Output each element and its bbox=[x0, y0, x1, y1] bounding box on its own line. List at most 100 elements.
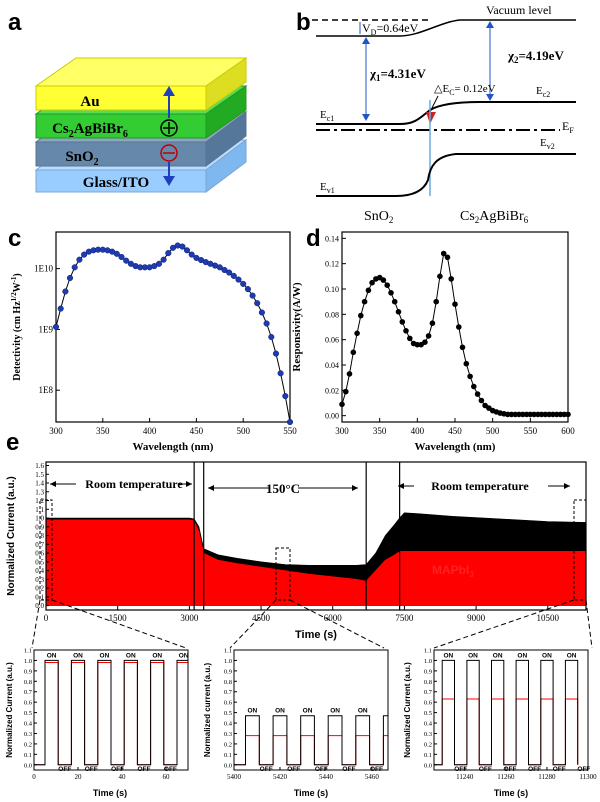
on-label: ON bbox=[358, 708, 368, 715]
d-point bbox=[474, 391, 481, 397]
e-ytick-label: 1.4 bbox=[35, 480, 44, 488]
inset-3-ytick-label: 0.9 bbox=[424, 668, 432, 675]
c-point bbox=[76, 256, 83, 263]
d-ytick-label: 0.00 bbox=[325, 412, 339, 421]
inset-2-ytick-label: 0.1 bbox=[224, 752, 232, 759]
d-point bbox=[407, 335, 413, 342]
inset-1-ytick-label: 1.1 bbox=[24, 648, 32, 655]
inset-3-xtick-label: 11260 bbox=[497, 773, 515, 781]
off-label: OFF bbox=[164, 766, 177, 773]
d-point bbox=[391, 298, 398, 305]
inset-1-ytick-label: 0.6 bbox=[24, 700, 33, 707]
inset-3-xtick-label: 11300 bbox=[579, 773, 597, 781]
d-xtick-label: 350 bbox=[373, 426, 387, 436]
room-temp-1-label: Room temperature bbox=[85, 477, 183, 491]
c-point bbox=[52, 323, 60, 330]
e-xtick-label: 3000 bbox=[180, 613, 199, 623]
e-ytick-label: 0.0 bbox=[35, 602, 44, 610]
electron-arrowhead bbox=[163, 176, 175, 186]
d-point bbox=[384, 282, 391, 289]
room-temp-2-label: Room temperature bbox=[431, 479, 529, 493]
chart-c-frame bbox=[55, 231, 291, 423]
inset-2-ytick-label: 0.9 bbox=[224, 668, 232, 675]
c-xtick-label: 550 bbox=[283, 426, 297, 436]
ec1-label: Ec1 bbox=[320, 109, 334, 123]
panel-a: a Glass/ITO SnO2 Cs2AgBiBr6 Au bbox=[8, 9, 248, 193]
d-xtick-label: 400 bbox=[411, 426, 425, 436]
chi1-label: χ1=4.31eV bbox=[369, 66, 426, 83]
chart-c-xlabel: Wavelength (nm) bbox=[133, 441, 214, 453]
chart-e-ylabel: Normalized Current (a.u.) bbox=[6, 476, 17, 595]
d-ytick-label: 0.02 bbox=[325, 386, 339, 395]
au-label: Au bbox=[80, 94, 99, 110]
off-label: OFF bbox=[85, 766, 98, 773]
off-label: OFF bbox=[528, 766, 541, 773]
e-xtick-label: 10500 bbox=[537, 613, 560, 623]
zoom-box-3 bbox=[573, 499, 587, 601]
inset-2-series-mapbi3 bbox=[234, 735, 388, 766]
e-ytick-label: 0.7 bbox=[35, 541, 44, 549]
c-point bbox=[118, 253, 125, 261]
c-point bbox=[230, 272, 237, 279]
e-xtick-label: 1500 bbox=[109, 613, 128, 623]
inset-1-frame bbox=[33, 649, 189, 771]
d-ytick-label: 0.06 bbox=[325, 336, 339, 345]
d-point bbox=[380, 277, 387, 283]
c-point bbox=[240, 280, 247, 287]
inset-1: ON OFF ON OFF ON OFF ON OFF ON OFF ON 0 20 40 60 0.0 0.1… bbox=[5, 648, 189, 799]
c-ytick-label: 1E9 bbox=[39, 324, 54, 334]
d-point bbox=[448, 276, 455, 282]
off-label: OFF bbox=[287, 766, 300, 773]
off-label: OFF bbox=[315, 766, 328, 773]
inset-3-ylabel: Normalized Current (a.u.) bbox=[403, 662, 412, 758]
c-point bbox=[165, 250, 172, 257]
e-ytick-label: 1.5 bbox=[35, 471, 44, 479]
inset-1-xtick-label: 20 bbox=[75, 773, 83, 781]
c-point bbox=[268, 333, 275, 341]
d-point bbox=[463, 360, 470, 367]
e-ytick-label: 1.6 bbox=[35, 462, 44, 470]
inset-3-ytick-label: 0.5 bbox=[424, 710, 432, 717]
d-point bbox=[358, 312, 364, 319]
panel-b: b Vacuum level VD=0.64eV χ1=4.31eV χ2=4.… bbox=[296, 3, 576, 225]
perovskite-label: Cs2AgBiBr6 bbox=[52, 121, 128, 140]
inset-2-xtick-label: 5400 bbox=[227, 773, 242, 781]
c-point bbox=[277, 370, 284, 377]
d-point bbox=[437, 273, 443, 280]
d-point bbox=[433, 298, 440, 305]
c-point bbox=[226, 269, 233, 276]
hot-label: 150°C bbox=[266, 481, 300, 496]
c-point bbox=[71, 264, 78, 271]
inset-2-ylabel: Normalized current (a.u.) bbox=[203, 663, 212, 758]
panel-a-letter: a bbox=[8, 9, 22, 36]
d-point bbox=[440, 250, 447, 257]
on-label: ON bbox=[126, 652, 136, 659]
d-point bbox=[429, 320, 436, 327]
chart-c-ylabel: Detectivity (cm Hz1/2W-1) bbox=[10, 273, 23, 381]
inset-3-ytick-label: 0.0 bbox=[424, 762, 432, 769]
inset-2-xtick-label: 5420 bbox=[273, 773, 288, 781]
c-point bbox=[155, 260, 163, 267]
inset-2-ytick-label: 0.3 bbox=[224, 731, 232, 738]
inset-2-ytick-label: 0.8 bbox=[224, 679, 232, 686]
on-label: ON bbox=[47, 652, 57, 659]
panel-b-letter: b bbox=[296, 9, 311, 36]
inset-3-ytick-label: 0.2 bbox=[424, 741, 432, 748]
e-xtick-label: 9000 bbox=[467, 613, 486, 623]
inset-2-ytick-label: 1.1 bbox=[224, 648, 232, 655]
inset-2-series-cs2agbibr6 bbox=[234, 715, 388, 766]
d-xtick-label: 600 bbox=[561, 426, 575, 436]
on-label: ON bbox=[303, 708, 313, 715]
zoom-box-2 bbox=[275, 547, 291, 601]
inset-1-xtick-label: 0 bbox=[32, 773, 36, 781]
off-label: OFF bbox=[553, 766, 566, 773]
d-point bbox=[399, 319, 406, 325]
zoom-box-1 bbox=[39, 499, 53, 601]
on-label: ON bbox=[100, 652, 110, 659]
e-xtick-label: 7500 bbox=[395, 613, 414, 623]
d-point bbox=[471, 383, 477, 390]
d-point bbox=[565, 411, 571, 418]
c-xtick-label: 450 bbox=[190, 426, 204, 436]
panel-e: e 0 1500 3000 4500 6000 7500 9000 105000.00.10.… bbox=[6, 429, 593, 649]
